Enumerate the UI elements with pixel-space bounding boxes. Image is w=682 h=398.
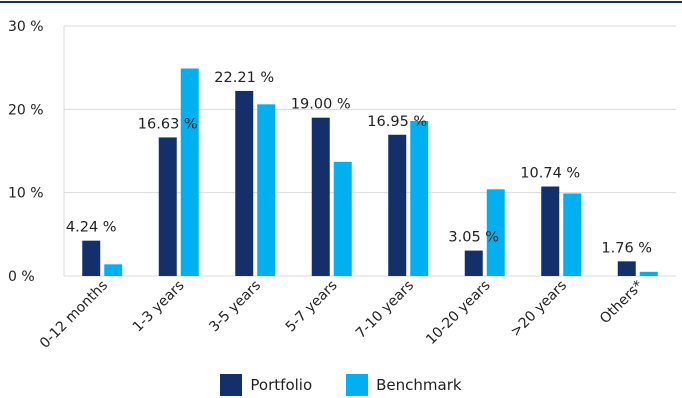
legend: Portfolio Benchmark — [0, 374, 682, 396]
x-axis-ticks: 0-12 months 1-3 years 3-5 years 5-7 years 7-… — [37, 278, 647, 352]
bar-benchmark — [180, 68, 199, 276]
x-tick-label: >20 years — [507, 278, 570, 341]
bar-portfolio — [541, 186, 560, 276]
bar-benchmark — [257, 104, 276, 276]
legend-label-benchmark: Benchmark — [376, 376, 462, 394]
y-axis-ticks: 0 % 10 % 20 % 30 % — [8, 19, 44, 285]
bar-benchmark — [639, 271, 658, 276]
bar-portfolio — [158, 137, 177, 276]
bars — [82, 68, 658, 277]
x-tick-label: 0-12 months — [37, 278, 111, 352]
legend-swatch-benchmark — [346, 374, 369, 396]
legend-item-benchmark: Benchmark — [346, 374, 462, 396]
y-tick-label: 30 % — [8, 19, 44, 35]
bar-portfolio — [311, 117, 330, 277]
data-labels: 4.24 % 16.63 % 22.21 % 19.00 % 16.95 % 3.05 %… — [66, 70, 652, 256]
bar-portfolio — [235, 90, 254, 277]
x-tick-label: 5-7 years — [283, 278, 341, 336]
data-label-portfolio: 16.95 % — [367, 114, 427, 130]
x-tick-label: Others* — [597, 278, 647, 328]
data-label-portfolio: 16.63 % — [138, 116, 198, 132]
bar-benchmark — [333, 161, 352, 276]
gridlines — [63, 25, 676, 277]
bar-benchmark — [104, 264, 123, 276]
data-label-portfolio: 10.74 % — [520, 166, 580, 182]
data-label-portfolio: 19.00 % — [291, 97, 351, 113]
bar-benchmark — [563, 193, 582, 276]
x-tick-label: 1-3 years — [130, 278, 188, 336]
bar-portfolio — [82, 240, 101, 276]
y-tick-label: 0 % — [8, 269, 35, 285]
bar-chart: 0 % 10 % 20 % 30 % 4.24 % 16.63 % 22.21 % 19.0… — [0, 1, 682, 352]
data-label-portfolio: 1.76 % — [601, 240, 652, 256]
y-tick-label: 20 % — [8, 102, 44, 118]
data-label-portfolio: 22.21 % — [214, 70, 274, 86]
x-tick-label: 7-10 years — [353, 278, 417, 342]
bar-portfolio — [388, 134, 407, 276]
x-tick-label: 10-20 years — [423, 278, 493, 348]
bar-portfolio — [617, 261, 636, 276]
bar-benchmark — [410, 121, 429, 276]
data-label-portfolio: 3.05 % — [448, 230, 499, 246]
data-label-portfolio: 4.24 % — [66, 220, 117, 236]
legend-swatch-portfolio — [220, 374, 243, 396]
bar-benchmark — [486, 189, 505, 276]
legend-item-portfolio: Portfolio — [220, 374, 312, 396]
legend-label-portfolio: Portfolio — [250, 376, 313, 394]
y-tick-label: 10 % — [8, 186, 44, 202]
x-tick-label: 3-5 years — [206, 278, 264, 336]
bar-portfolio — [464, 250, 483, 276]
